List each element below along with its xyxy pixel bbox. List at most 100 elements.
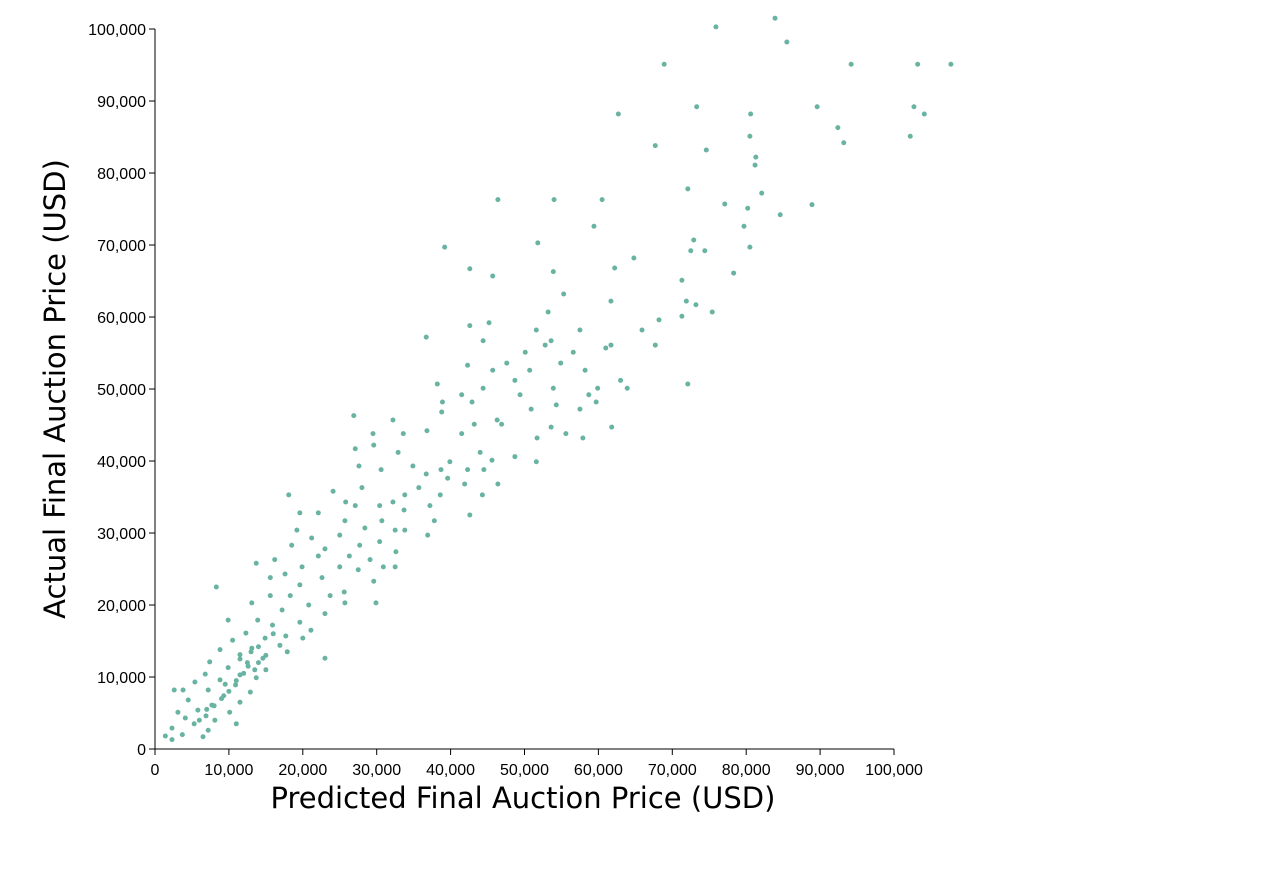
point — [294, 527, 300, 533]
point — [352, 503, 358, 509]
point — [342, 518, 348, 524]
point — [447, 459, 453, 465]
point — [226, 688, 232, 694]
point — [255, 644, 261, 650]
point — [427, 503, 433, 509]
point — [624, 385, 630, 391]
point — [489, 457, 495, 463]
point — [362, 525, 368, 531]
point — [367, 557, 373, 563]
point — [703, 147, 709, 153]
point — [263, 667, 269, 673]
point — [494, 417, 500, 423]
point — [309, 535, 315, 541]
point — [652, 342, 658, 348]
point — [279, 607, 285, 613]
point — [467, 512, 473, 518]
point — [270, 631, 276, 637]
point — [545, 309, 551, 315]
point — [237, 699, 243, 705]
point — [355, 567, 361, 573]
point — [558, 360, 564, 366]
point — [204, 706, 210, 712]
point — [465, 362, 471, 368]
point — [169, 737, 175, 743]
point — [504, 360, 510, 366]
point — [343, 499, 349, 505]
point — [495, 197, 501, 203]
point — [431, 518, 437, 524]
point — [685, 186, 691, 192]
point — [233, 721, 239, 727]
point — [459, 392, 465, 398]
point — [248, 649, 254, 655]
point — [205, 727, 211, 733]
point — [392, 564, 398, 570]
point — [416, 485, 422, 491]
point — [175, 709, 181, 715]
point — [286, 492, 292, 498]
y-tick-label: 50,000 — [97, 382, 146, 399]
point — [438, 467, 444, 473]
point — [267, 575, 273, 581]
point — [595, 385, 601, 391]
y-tick-label: 40,000 — [97, 454, 146, 471]
point — [693, 302, 699, 308]
point — [599, 197, 605, 203]
x-axis-title: Predicted Final Auction Price (USD) — [271, 781, 776, 815]
point — [745, 205, 751, 211]
point — [359, 485, 365, 491]
point — [300, 635, 306, 641]
point — [921, 111, 927, 117]
x-tick-label: 80,000 — [722, 762, 771, 779]
point — [319, 575, 325, 581]
y-axis-title: Actual Final Auction Price (USD) — [38, 159, 72, 619]
point — [217, 647, 223, 653]
point — [322, 611, 328, 617]
point — [615, 111, 621, 117]
point — [346, 553, 352, 559]
point — [439, 399, 445, 405]
x-tick-label: 50,000 — [500, 762, 549, 779]
point — [593, 399, 599, 405]
point — [591, 223, 597, 229]
point — [439, 409, 445, 415]
point — [424, 428, 430, 434]
point — [402, 492, 408, 498]
point — [322, 655, 328, 661]
point — [179, 732, 185, 738]
point — [550, 269, 556, 275]
point — [230, 637, 236, 643]
x-tick-label: 30,000 — [352, 762, 401, 779]
point — [777, 212, 783, 218]
point — [222, 681, 228, 687]
point — [402, 527, 408, 533]
point — [237, 656, 243, 662]
point — [262, 635, 268, 641]
point — [213, 584, 219, 590]
point — [299, 564, 305, 570]
point — [327, 593, 333, 599]
point — [306, 602, 312, 608]
point — [203, 713, 209, 719]
point — [237, 652, 243, 658]
x-tick-label: 20,000 — [278, 762, 327, 779]
point — [748, 111, 754, 117]
point — [533, 459, 539, 465]
point — [249, 600, 255, 606]
point — [277, 642, 283, 648]
point — [255, 660, 261, 666]
point — [522, 349, 528, 355]
point — [528, 406, 534, 412]
point — [241, 670, 247, 676]
point — [341, 589, 347, 595]
point — [753, 154, 759, 160]
point — [390, 499, 396, 505]
point — [499, 421, 505, 427]
point — [378, 467, 384, 473]
point — [462, 481, 468, 487]
point — [392, 527, 398, 533]
point — [253, 560, 259, 566]
point — [283, 633, 289, 639]
